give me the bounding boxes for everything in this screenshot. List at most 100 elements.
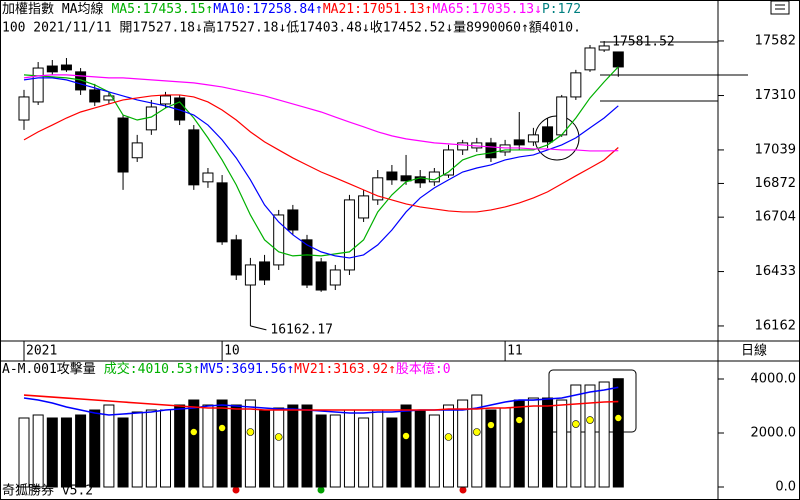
- legend: A-M.001攻擊量 成交:4010.53↑MV5:3691.56↑MV21:31…: [2, 361, 451, 377]
- candle-body: [103, 95, 115, 101]
- legend-entry: MA5:17453.15↑: [111, 2, 213, 17]
- signal-dot: [232, 486, 240, 494]
- candle-body: [273, 214, 285, 266]
- candle-body: [301, 239, 313, 286]
- volume-bar: [188, 399, 200, 488]
- mv-line: [23, 394, 619, 411]
- ma-line: [23, 66, 619, 257]
- legend-entry: 加權指數 MA均線: [2, 1, 103, 17]
- volume-bar: [103, 404, 115, 488]
- volume-bar: [18, 417, 30, 488]
- volume-bar: [145, 409, 157, 488]
- candle-body: [315, 261, 327, 291]
- volume-bar: [428, 414, 440, 488]
- candle-body: [598, 45, 610, 51]
- candle-body: [259, 261, 271, 281]
- legend-entry: MV5:3691.56↑: [200, 362, 294, 377]
- menu-icon[interactable]: [770, 0, 790, 15]
- volume-bar: [343, 409, 355, 488]
- volume-bar: [75, 414, 87, 488]
- candle-body: [372, 177, 384, 201]
- y-tick-label: 17582: [755, 33, 796, 48]
- candle-body: [244, 264, 256, 286]
- marker-dot: [586, 416, 594, 424]
- quote-info: 100 2021/11/11 開17527.18↓高17527.18↓低1740…: [2, 20, 581, 36]
- volume-bar: [131, 411, 143, 488]
- high-annotation: 17581.52: [612, 35, 675, 50]
- legend-entry: 股本億:0: [396, 361, 451, 377]
- candle-body: [457, 142, 469, 151]
- volume-bar: [513, 399, 525, 488]
- volume-bar: [471, 394, 483, 488]
- candle-body: [160, 95, 171, 105]
- y-tick-label: 4000.0: [751, 372, 797, 387]
- volume-bar: [414, 409, 426, 488]
- volume-bar: [443, 404, 454, 488]
- y-tick-label: 16162: [755, 318, 796, 333]
- marker-dot: [487, 421, 495, 429]
- volume-bar: [556, 399, 568, 488]
- marker-dot: [218, 424, 226, 432]
- volume-bar: [216, 399, 228, 488]
- volume-bar: [315, 414, 327, 488]
- y-tick-label: 16872: [755, 176, 796, 191]
- candle-body: [32, 67, 44, 103]
- candle-body: [584, 47, 596, 71]
- candle-body: [386, 171, 398, 181]
- legend-entry: MV21:3163.92↑: [294, 362, 396, 377]
- volume-bar: [244, 399, 256, 488]
- marker-dot: [614, 414, 623, 422]
- volume-bar: [89, 409, 101, 488]
- volume-bar: [400, 404, 412, 488]
- volume-bar: [259, 409, 271, 488]
- volume-bar: [485, 409, 497, 488]
- volume-bar: [202, 404, 214, 488]
- candle-body: [230, 239, 242, 276]
- marker-dot: [190, 428, 198, 436]
- ma-line: [23, 77, 619, 259]
- candle-body: [216, 182, 228, 243]
- plot-layer: 17582 17310 17039 16872 16704 16433 16162 2021 1…: [18, 33, 797, 495]
- mv-line: [23, 386, 619, 416]
- volume-bar: [499, 407, 511, 488]
- candle-body: [513, 139, 525, 146]
- ma-line: [23, 74, 619, 152]
- volume-bar: [598, 381, 610, 488]
- x-tick-label: 11: [507, 344, 523, 359]
- candle-body: [358, 195, 370, 219]
- candle-body: [131, 142, 143, 159]
- volume-bar: [287, 404, 299, 488]
- candle-body: [46, 65, 58, 73]
- candle-body: [542, 126, 554, 143]
- low-annotation: 16162.17: [270, 322, 333, 337]
- signal-dot: [459, 486, 467, 494]
- candle-body: [343, 199, 355, 271]
- y-tick-label: 16704: [755, 210, 796, 225]
- candle-body: [485, 142, 497, 159]
- y-tick-label: 17310: [755, 88, 796, 103]
- candle-body: [75, 71, 87, 91]
- volume-bar: [358, 417, 370, 488]
- y-tick-label: 17039: [755, 142, 796, 157]
- marker-dot: [572, 420, 580, 428]
- marker-dot: [274, 433, 283, 441]
- volume-bar: [457, 399, 469, 488]
- candle-body: [18, 96, 30, 121]
- marker-dot: [515, 416, 524, 424]
- legend-entry: MA21:17051.13↑: [323, 2, 433, 17]
- candle-body: [60, 64, 72, 71]
- x-tick-label: 2021: [26, 344, 57, 359]
- legend-entry: 成交:4010.53↑: [104, 361, 200, 377]
- period-label: 日線: [741, 343, 767, 359]
- volume-bar: [301, 404, 313, 488]
- candle-body: [188, 129, 200, 186]
- candle-body: [329, 269, 341, 286]
- volume-bar: [46, 417, 58, 488]
- marker-dot: [444, 433, 453, 441]
- footer: 奇狐勝券 v5.2: [2, 483, 93, 499]
- volume-bar: [160, 409, 171, 488]
- candle-body: [556, 96, 568, 136]
- candle-body: [145, 106, 157, 131]
- volume-bar: [174, 404, 186, 488]
